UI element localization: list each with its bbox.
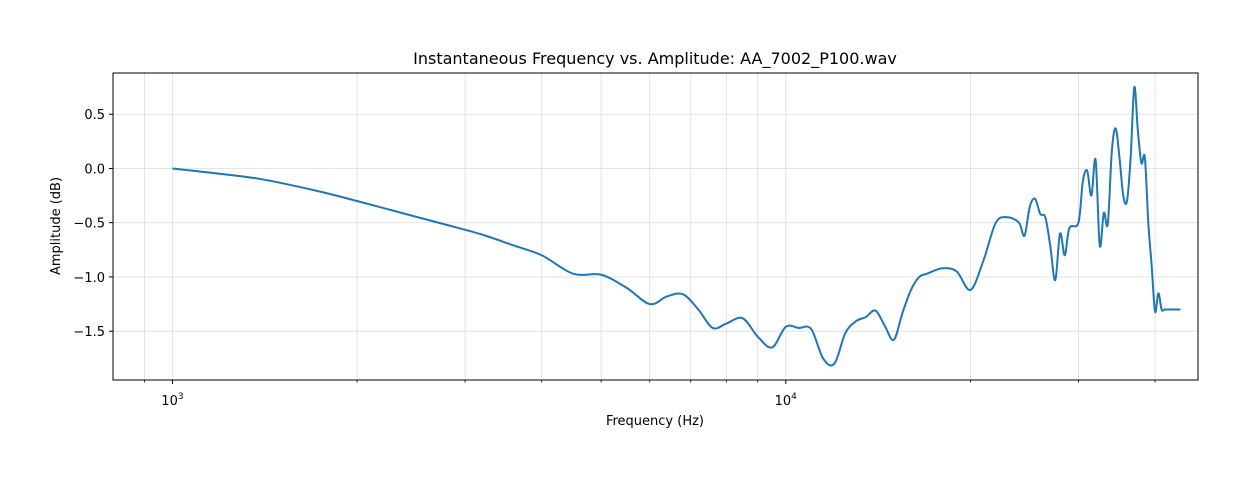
x-axis: 103 104 bbox=[143, 380, 1156, 409]
chart-title: Instantaneous Frequency vs. Amplitude: A… bbox=[413, 49, 897, 69]
y-tick-label: −1.0 bbox=[73, 271, 105, 286]
x-tick-label-exponent: 3 bbox=[178, 392, 184, 402]
grid-lines bbox=[113, 73, 1198, 380]
x-tick-label-exponent: 4 bbox=[791, 392, 797, 402]
y-tick-label: 0.0 bbox=[84, 162, 105, 177]
x-tick-label: 103 bbox=[161, 392, 183, 409]
y-tick-label: −0.5 bbox=[73, 217, 105, 232]
series-line bbox=[172, 86, 1181, 367]
x-tick-label-base: 10 bbox=[161, 394, 178, 409]
x-tick-label: 104 bbox=[775, 392, 798, 409]
plot-area-frame bbox=[112, 72, 1199, 381]
y-tick-label: −1.5 bbox=[73, 325, 105, 340]
y-tick-label: 0.5 bbox=[84, 108, 105, 123]
x-axis-label: Frequency (Hz) bbox=[606, 414, 704, 429]
x-tick-label-base: 10 bbox=[775, 394, 792, 409]
y-axis: 0.5 0.0 −0.5 −1.0 −1.5 bbox=[73, 108, 113, 340]
y-axis-label: Amplitude (dB) bbox=[49, 177, 64, 275]
